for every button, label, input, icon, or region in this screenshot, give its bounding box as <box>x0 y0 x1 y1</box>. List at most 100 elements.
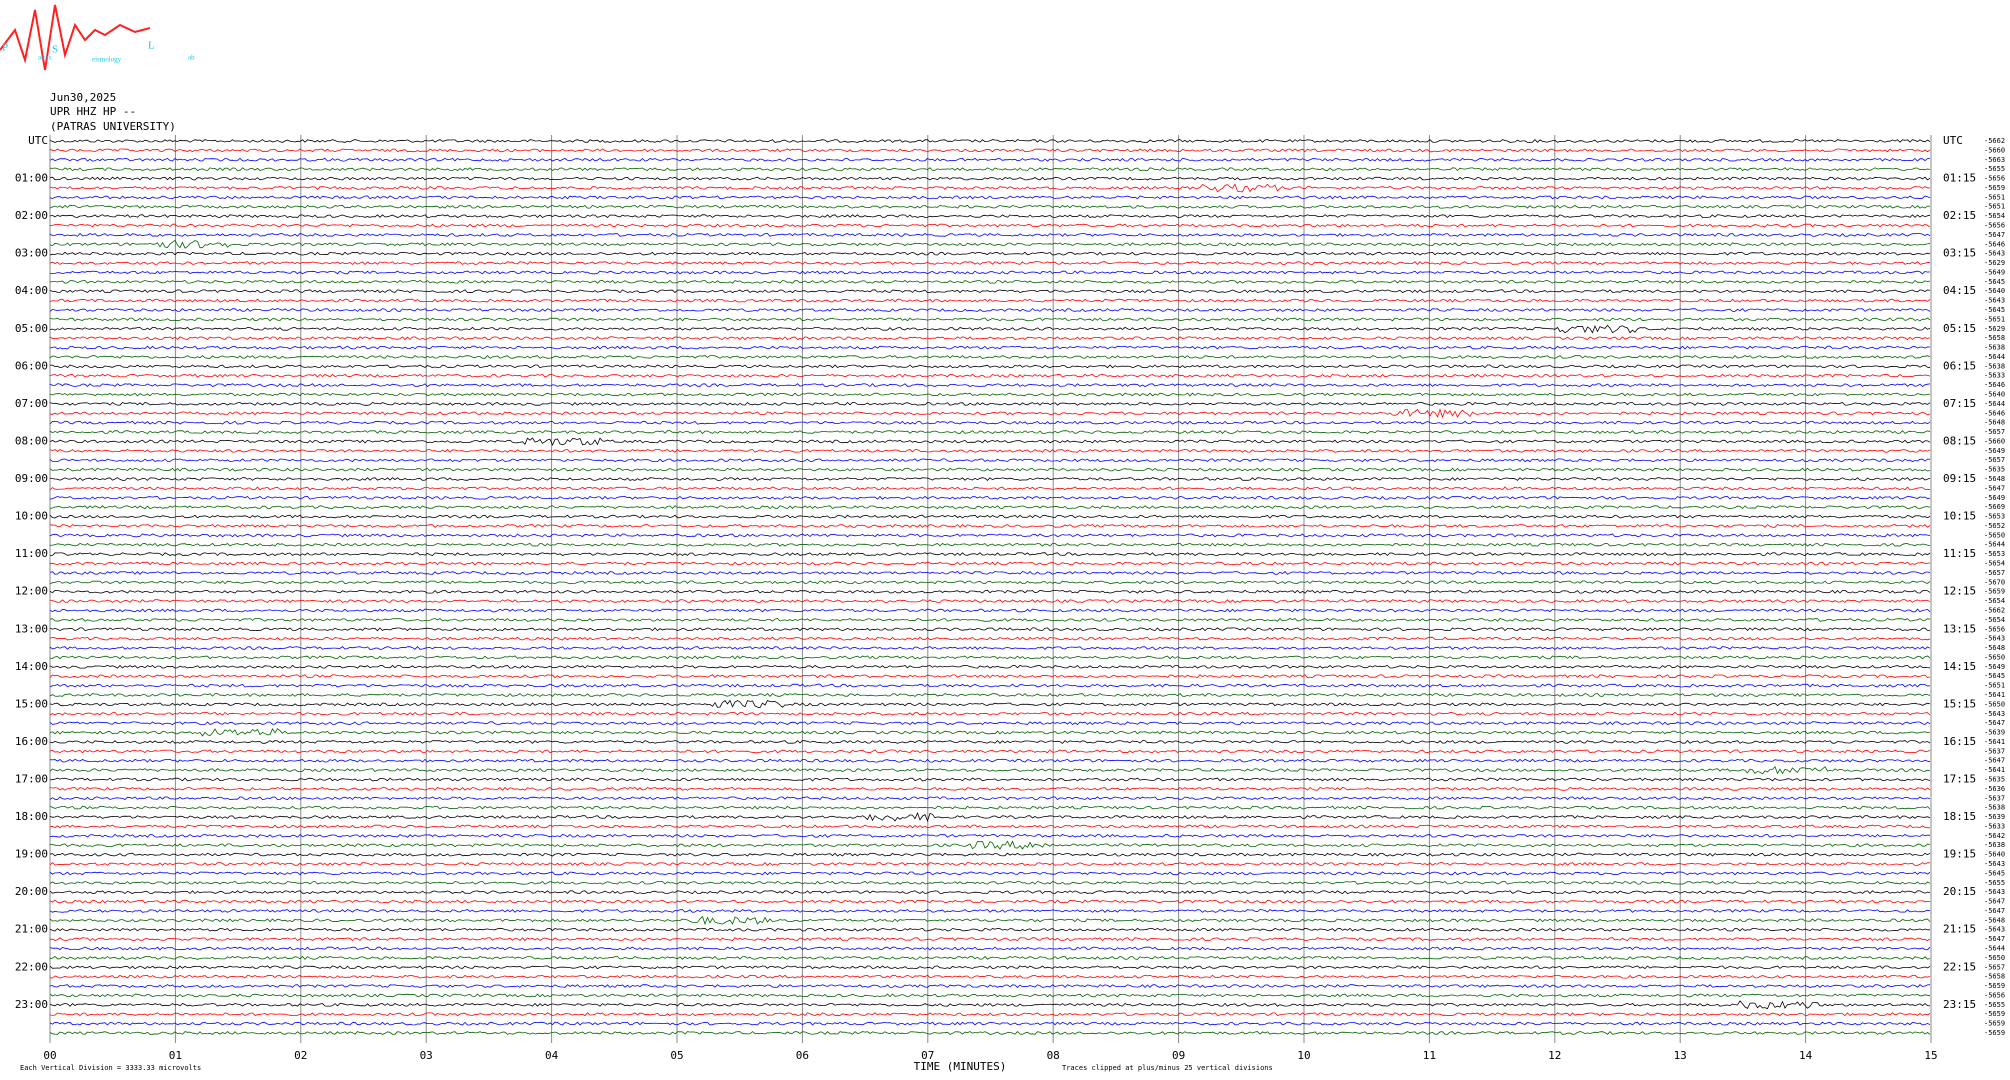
row-offset: -5641 <box>1984 738 2005 746</box>
trace <box>49 711 1931 716</box>
row-offset: -5643 <box>1984 860 2005 868</box>
left-time-label: 01:00 <box>15 172 48 185</box>
row-offset: -5659 <box>1984 1029 2005 1037</box>
row-offset: -5648 <box>1984 419 2005 427</box>
right-time-label: UTC <box>1943 134 1963 147</box>
trace <box>49 655 1931 660</box>
trace <box>49 176 1931 181</box>
row-offset: -5653 <box>1984 550 2005 558</box>
trace <box>49 805 1931 810</box>
row-offset: -5637 <box>1984 794 2005 802</box>
row-offset: -5657 <box>1984 428 2005 436</box>
right-time-label: 17:15 <box>1943 772 1976 785</box>
row-offset: -5653 <box>1984 513 2005 521</box>
trace <box>49 467 1931 472</box>
trace <box>49 139 1931 143</box>
logo-letter: L <box>148 40 155 52</box>
trace <box>49 589 1931 594</box>
left-time-label: 19:00 <box>15 848 48 861</box>
row-offset: -5656 <box>1984 625 2005 633</box>
right-time-label: 05:15 <box>1943 322 1976 335</box>
row-offset: -5641 <box>1984 766 2005 774</box>
row-offset: -5643 <box>1984 250 2005 258</box>
header-line: Jun30,2025 <box>50 91 116 104</box>
right-time-label: 12:15 <box>1943 585 1976 598</box>
logo-wave <box>0 4 151 71</box>
row-offset: -5647 <box>1984 907 2005 915</box>
trace <box>49 183 1931 193</box>
row-offset: -5643 <box>1984 710 2005 718</box>
trace <box>49 570 1931 575</box>
trace <box>49 786 1931 791</box>
row-offset: -5648 <box>1984 644 2005 652</box>
row-offset: -5638 <box>1984 841 2005 849</box>
row-offset: -5660 <box>1984 146 2005 154</box>
row-offset: -5639 <box>1984 729 2005 737</box>
row-offset: -5645 <box>1984 306 2005 314</box>
trace <box>50 270 1931 275</box>
right-time-label: 01:15 <box>1943 172 1976 185</box>
footer-right: Traces clipped at plus/minus 25 vertical… <box>1062 1064 1273 1072</box>
x-tick-label: 12 <box>1548 1049 1561 1062</box>
row-offset: -5656 <box>1984 175 2005 183</box>
right-time-label: 19:15 <box>1943 848 1976 861</box>
trace <box>49 279 1931 284</box>
trace <box>49 955 1931 960</box>
trace <box>49 840 1931 850</box>
logo-text: ab <box>188 54 195 62</box>
trace <box>49 646 1931 650</box>
trace <box>49 458 1931 463</box>
row-offset: -5654 <box>1984 560 2005 568</box>
header-line: (PATRAS UNIVERSITY) <box>50 120 176 133</box>
trace <box>49 148 1931 153</box>
trace <box>49 908 1931 913</box>
left-time-label: 11:00 <box>15 547 48 560</box>
trace <box>49 984 1931 988</box>
row-offset: -5658 <box>1984 973 2005 981</box>
trace <box>49 765 1931 775</box>
row-offset: -5638 <box>1984 804 2005 812</box>
row-offset: -5629 <box>1984 325 2005 333</box>
row-offset: -5629 <box>1984 259 2005 267</box>
row-offset: -5655 <box>1984 1001 2005 1009</box>
x-tick-label: 15 <box>1924 1049 1937 1062</box>
row-offset: -5659 <box>1984 1010 2005 1018</box>
left-time-label: 09:00 <box>15 472 48 485</box>
left-time-label: 12:00 <box>15 585 48 598</box>
trace <box>49 728 1931 737</box>
trace <box>49 965 1931 970</box>
left-time-label: 07:00 <box>15 397 48 410</box>
row-offset: -5652 <box>1984 522 2005 530</box>
left-time-label: 10:00 <box>15 510 48 523</box>
right-time-label: 02:15 <box>1943 209 1976 222</box>
row-offset: -5654 <box>1984 616 2005 624</box>
header-line: UPR HHZ HP -- <box>50 105 136 118</box>
trace <box>49 1012 1931 1017</box>
trace <box>49 599 1931 604</box>
trace <box>49 1031 1931 1035</box>
trace <box>49 214 1931 219</box>
x-tick-label: 10 <box>1297 1049 1310 1062</box>
row-offset: -5649 <box>1984 447 2005 455</box>
left-time-label: 18:00 <box>15 810 48 823</box>
row-offset: -5658 <box>1984 334 2005 342</box>
trace <box>49 1021 1931 1026</box>
row-offset: -5643 <box>1984 635 2005 643</box>
left-time-label: 08:00 <box>15 434 48 447</box>
left-time-label: 05:00 <box>15 322 48 335</box>
trace <box>49 871 1931 876</box>
row-offset: -5650 <box>1984 700 2005 708</box>
right-time-label: 11:15 <box>1943 547 1976 560</box>
right-time-label: 14:15 <box>1943 660 1976 673</box>
trace <box>50 552 1931 557</box>
right-time-label: 08:15 <box>1943 434 1976 447</box>
row-offset: -5655 <box>1984 879 2005 887</box>
x-tick-label: 05 <box>670 1049 683 1062</box>
row-offset: -5659 <box>1984 588 2005 596</box>
right-time-label: 06:15 <box>1943 359 1976 372</box>
row-offset: -5648 <box>1984 916 2005 924</box>
row-offset: -5641 <box>1984 691 2005 699</box>
right-time-label: 18:15 <box>1943 810 1976 823</box>
logo-letter: S <box>52 44 58 56</box>
row-offset: -5640 <box>1984 287 2005 295</box>
